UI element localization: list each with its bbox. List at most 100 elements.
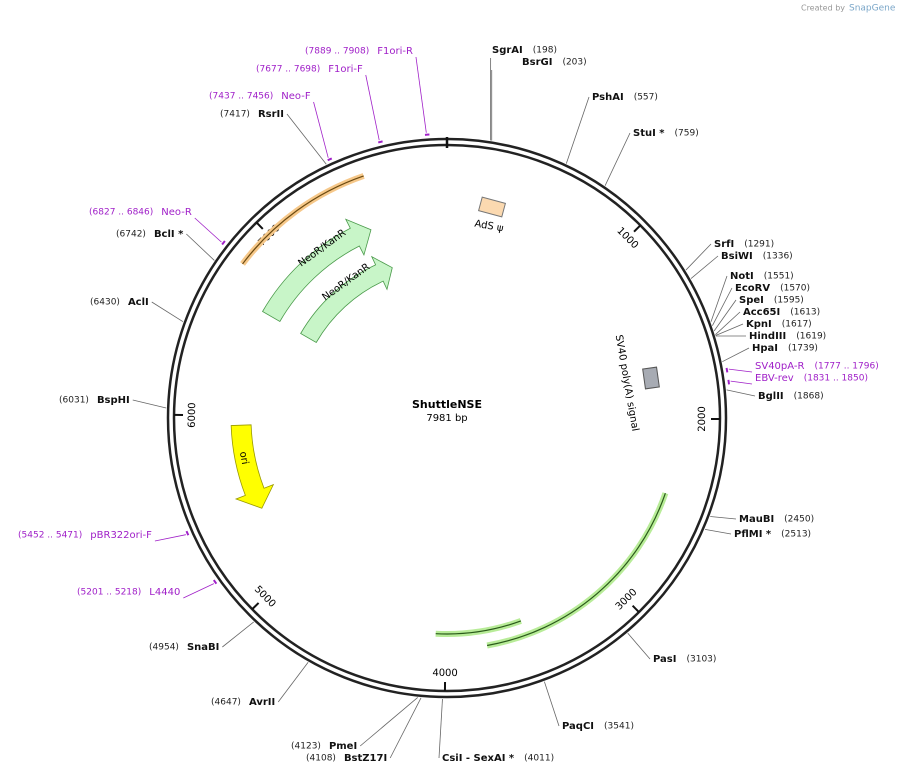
brand: SnapGene (849, 4, 896, 14)
primer-leader (365, 74, 380, 141)
leader-line (132, 399, 167, 409)
feature-label: ori (237, 451, 250, 466)
site-name: BstZ17I (344, 753, 387, 764)
leader-line (685, 243, 712, 271)
site-position: (1336) (763, 252, 793, 262)
site-position: (1613) (790, 308, 820, 318)
ads-box (477, 196, 507, 218)
sv40-box (642, 366, 660, 390)
neo-arrow (300, 255, 393, 344)
primer-name: Neo-F (281, 91, 311, 102)
leader-line (543, 681, 560, 727)
site-position: (4108) (306, 754, 336, 764)
site-name: PmeI (329, 741, 357, 752)
plasmid-length: 7981 bp (426, 413, 467, 424)
site-position: (4011) (524, 754, 554, 764)
leader-line (713, 299, 737, 332)
tick (255, 221, 264, 230)
site-position: (1868) (794, 392, 824, 402)
leader-line (710, 516, 737, 520)
plasmid-name: ShuttleNSE (412, 398, 482, 411)
site-position: (2450) (784, 515, 814, 525)
leader-line (715, 323, 744, 336)
primer-name: SV40pA-R (755, 361, 804, 372)
primer-leader (154, 534, 186, 542)
tick (251, 602, 260, 610)
leader-line (704, 528, 732, 535)
primer-range: (5452 .. 5471) (18, 531, 82, 541)
primer-leader (415, 56, 427, 133)
site-name: PshAI (592, 92, 624, 103)
site-position: (1619) (796, 332, 826, 342)
site-position: (6742) (116, 230, 146, 240)
leader-line (438, 698, 443, 759)
site-name: BclI * (154, 229, 184, 240)
primer-range: (5201 .. 5218) (77, 588, 141, 598)
site-name: SgrAI (492, 45, 523, 56)
primer-range: (1831 .. 1850) (804, 374, 868, 384)
leader-line (359, 697, 418, 747)
leader-line (627, 632, 651, 660)
site-position: (6430) (90, 298, 120, 308)
site-name: Acc65I (743, 307, 780, 318)
site-position: (198) (533, 46, 557, 56)
feature-label: AdS ψ (474, 219, 505, 235)
tick-label: 2000 (697, 406, 708, 431)
primer-range: (1777 .. 1796) (814, 362, 878, 372)
primer-mark (327, 157, 333, 162)
leader-line (222, 621, 254, 648)
primer-range: (6827 .. 6846) (89, 208, 153, 218)
primer-mark (377, 140, 383, 144)
f1ori-line (242, 175, 364, 265)
primer-leader (194, 217, 222, 243)
site-position: (1551) (764, 272, 794, 282)
ori-arrow (230, 424, 275, 509)
neo-arrow (261, 218, 372, 323)
created-by: Created by (801, 4, 845, 13)
site-position: (2513) (781, 530, 811, 540)
leader-line (286, 113, 327, 165)
primer-name: F1ori-R (377, 46, 413, 57)
tick-label: 4000 (432, 668, 458, 679)
primer-range: (7677 .. 7698) (256, 65, 320, 75)
primer-name: L4440 (149, 587, 180, 598)
primer-name: pBR322ori-F (90, 530, 152, 541)
primer-mark (185, 530, 190, 536)
leader-line (715, 311, 741, 336)
site-name: BsiWI (721, 251, 753, 262)
leader-line (690, 255, 719, 279)
site-name: HindIII (749, 331, 786, 342)
ebv-line (435, 620, 522, 635)
site-name: KpnI (746, 319, 772, 330)
primer-mark (725, 367, 729, 373)
primer-range: (7889 .. 7908) (305, 47, 369, 57)
primer-name: Neo-R (161, 207, 192, 218)
leader-line (712, 287, 733, 326)
feature-label: SV40 poly(A) signal (613, 334, 641, 432)
site-name: RsrII (258, 109, 284, 120)
primer-name: EBV-rev (755, 373, 794, 384)
site-name: BspHI (97, 395, 130, 406)
site-position: (6031) (59, 396, 89, 406)
primer-leader (313, 101, 329, 158)
leader-line (565, 96, 590, 164)
primer-leader (730, 380, 753, 385)
site-name: PaqCI (562, 721, 594, 732)
site-name: NotI (730, 271, 754, 282)
site-position: (4647) (211, 698, 241, 708)
site-name: CsiI - SexAI * (442, 753, 515, 764)
site-name: BsrGI (522, 57, 552, 68)
leader-line (722, 347, 750, 363)
site-position: (3103) (686, 655, 716, 665)
site-name: MauBI (739, 514, 774, 525)
leader-line (151, 301, 184, 323)
leader-line (277, 662, 309, 703)
site-name: SpeI (739, 295, 764, 306)
site-position: (7417) (220, 110, 250, 120)
site-position: (1570) (780, 284, 810, 294)
site-position: (557) (634, 93, 658, 103)
site-name: PasI (653, 654, 676, 665)
site-name: AclI (128, 297, 149, 308)
primer-mark (727, 379, 730, 385)
